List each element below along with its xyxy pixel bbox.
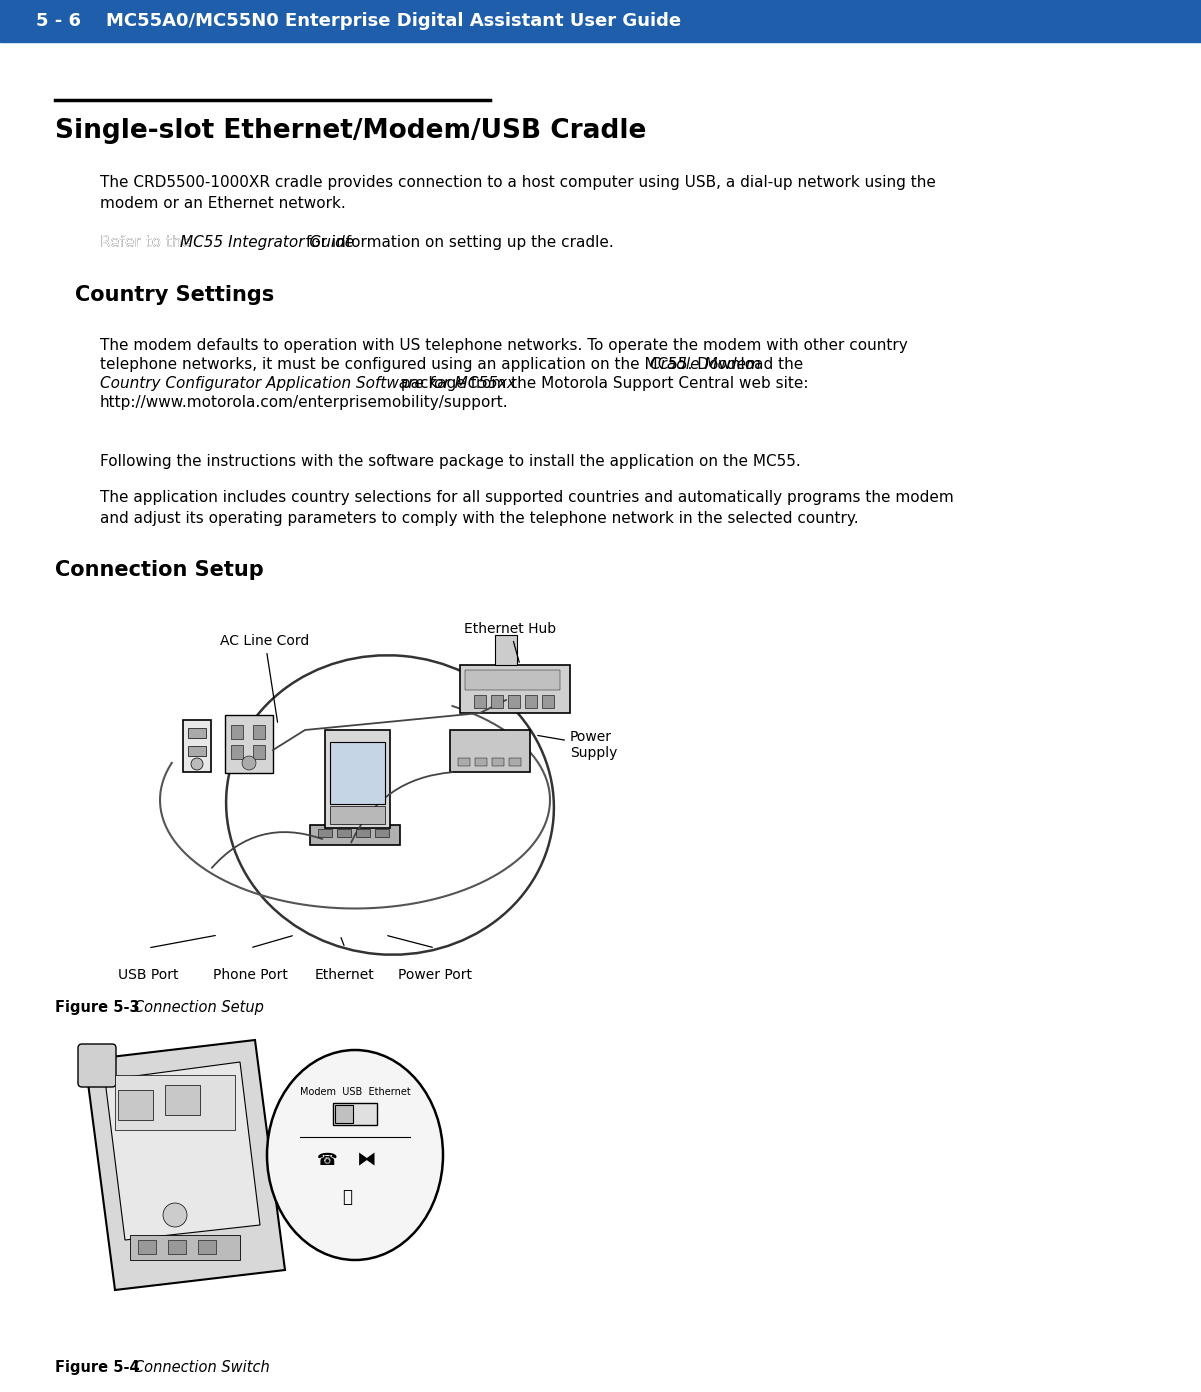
Text: Refer to the ​MC55 Integrator Guide: Refer to the ​MC55 Integrator Guide (100, 235, 370, 251)
Bar (458, 759, 470, 766)
Bar (189, 728, 207, 738)
Bar (476, 759, 486, 766)
Bar (492, 759, 504, 766)
Text: Figure 5-3: Figure 5-3 (55, 999, 139, 1015)
Bar (318, 830, 331, 837)
Text: Following the instructions with the software package to install the application : Following the instructions with the soft… (100, 454, 801, 469)
Bar (333, 1102, 377, 1125)
Text: Country Configurator Application Software for MC55xx: Country Configurator Application Softwar… (100, 376, 516, 391)
Text: Connection Switch: Connection Switch (120, 1360, 270, 1375)
Text: ⧓: ⧓ (357, 1151, 377, 1169)
Bar (325, 729, 390, 828)
Text: The CRD5500-1000XR cradle provides connection to a host computer using USB, a di: The CRD5500-1000XR cradle provides conne… (100, 175, 936, 212)
Bar (198, 1240, 216, 1254)
Ellipse shape (267, 1050, 443, 1260)
Text: Country Settings: Country Settings (74, 285, 274, 305)
Text: ⎄: ⎄ (342, 1187, 352, 1205)
Bar (330, 742, 386, 805)
Bar (509, 759, 521, 766)
Text: USB Port: USB Port (118, 967, 178, 981)
Bar (138, 1240, 156, 1254)
Bar (253, 745, 265, 759)
Bar (335, 1105, 353, 1123)
Bar (337, 830, 351, 837)
Bar (0, 0, 1201, 42)
Text: Connection Setup: Connection Setup (55, 560, 264, 580)
Bar (165, 1084, 201, 1115)
Text: Cradle Modem: Cradle Modem (650, 356, 760, 372)
Text: ☎: ☎ (317, 1151, 337, 1169)
Text: Ethernet: Ethernet (315, 967, 375, 981)
Text: Connection Setup: Connection Setup (120, 999, 264, 1015)
Bar (375, 830, 389, 837)
Bar (355, 830, 370, 837)
Bar (542, 695, 554, 709)
Bar (310, 825, 400, 845)
Text: package from the Motorola Support Central web site:: package from the Motorola Support Centra… (395, 376, 808, 391)
Bar (525, 695, 537, 709)
Text: The modem defaults to operation with US telephone networks. To operate the modem: The modem defaults to operation with US … (100, 338, 908, 354)
Text: Power Port: Power Port (398, 967, 472, 981)
Bar (495, 635, 516, 665)
Bar (189, 746, 207, 756)
Bar (474, 695, 486, 709)
Polygon shape (85, 1040, 285, 1290)
Circle shape (163, 1203, 187, 1226)
Bar (491, 695, 503, 709)
Text: MC55 Integrator Guide: MC55 Integrator Guide (180, 235, 354, 251)
Text: http://www.motorola.com/enterprisemobility/support.: http://www.motorola.com/enterprisemobili… (100, 395, 509, 411)
Bar (118, 1090, 153, 1121)
Text: Modem  USB  Ethernet: Modem USB Ethernet (299, 1087, 411, 1097)
Circle shape (241, 756, 256, 770)
Bar (231, 745, 243, 759)
Bar (450, 729, 530, 773)
Text: Figure 5-4: Figure 5-4 (55, 1360, 139, 1375)
Bar (253, 725, 265, 739)
Text: for information on setting up the cradle.: for information on setting up the cradle… (301, 235, 614, 251)
Bar (115, 1075, 235, 1130)
Polygon shape (104, 1062, 259, 1240)
Text: telephone networks, it must be configured using an application on the MC55. Down: telephone networks, it must be configure… (100, 356, 808, 372)
Bar (231, 725, 243, 739)
Text: AC Line Cord: AC Line Cord (220, 633, 310, 722)
Bar (225, 715, 273, 773)
Text: 5 - 6    MC55A0/MC55N0 Enterprise Digital Assistant User Guide: 5 - 6 MC55A0/MC55N0 Enterprise Digital A… (36, 13, 681, 31)
Text: Ethernet Hub: Ethernet Hub (464, 622, 556, 663)
Circle shape (191, 759, 203, 770)
Text: Refer to the: Refer to the (100, 235, 196, 251)
Text: Phone Port: Phone Port (213, 967, 287, 981)
Bar (183, 720, 211, 773)
Text: Single-slot Ethernet/Modem/USB Cradle: Single-slot Ethernet/Modem/USB Cradle (55, 118, 646, 143)
Text: Power
Supply: Power Supply (538, 729, 617, 760)
Bar (168, 1240, 186, 1254)
Bar (330, 806, 386, 824)
Text: The application includes country selections for all supported countries and auto: The application includes country selecti… (100, 490, 954, 526)
Bar (130, 1235, 240, 1260)
Bar (460, 665, 570, 713)
FancyBboxPatch shape (78, 1044, 116, 1087)
Bar (508, 695, 520, 709)
Bar (465, 670, 560, 690)
